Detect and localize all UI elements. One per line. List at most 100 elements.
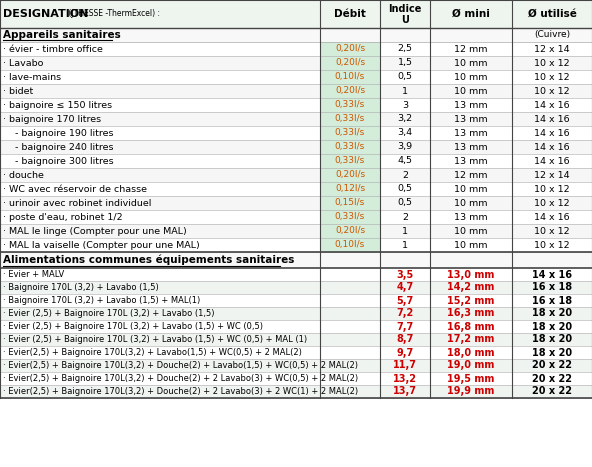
Text: 15,2 mm: 15,2 mm bbox=[448, 296, 495, 305]
Text: 9,7: 9,7 bbox=[397, 347, 414, 358]
Bar bbox=[430, 224, 512, 238]
Text: Ø mini: Ø mini bbox=[452, 9, 490, 19]
Text: 18 x 20: 18 x 20 bbox=[532, 321, 572, 332]
Bar bbox=[0, 28, 592, 42]
Bar bbox=[512, 281, 592, 294]
Bar bbox=[0, 42, 320, 56]
Text: · urinoir avec robinet individuel: · urinoir avec robinet individuel bbox=[3, 198, 152, 207]
Text: 16 x 18: 16 x 18 bbox=[532, 283, 572, 292]
Bar bbox=[512, 320, 592, 333]
Bar bbox=[512, 56, 592, 70]
Bar bbox=[512, 307, 592, 320]
Bar bbox=[512, 238, 592, 252]
Bar bbox=[0, 346, 380, 359]
Text: 10 x 12: 10 x 12 bbox=[534, 72, 570, 82]
Bar bbox=[380, 268, 430, 281]
Text: · Evier(2,5) + Baignoire 170L(3,2) + Douche(2) + Lavabo(1,5) + WC(0,5) + 2 MAL(2: · Evier(2,5) + Baignoire 170L(3,2) + Dou… bbox=[3, 361, 358, 370]
Text: · WC avec réservoir de chasse: · WC avec réservoir de chasse bbox=[3, 184, 147, 193]
Bar bbox=[0, 112, 320, 126]
Text: · Evier(2,5) + Baignoire 170L(3,2) + Lavabo(1,5) + WC(0,5) + 2 MAL(2): · Evier(2,5) + Baignoire 170L(3,2) + Lav… bbox=[3, 348, 302, 357]
Text: 10 x 12: 10 x 12 bbox=[534, 184, 570, 193]
Bar bbox=[512, 168, 592, 182]
Text: 10 mm: 10 mm bbox=[454, 226, 488, 235]
Text: · baignoire ≤ 150 litres: · baignoire ≤ 150 litres bbox=[3, 100, 112, 109]
Text: 12 mm: 12 mm bbox=[454, 44, 488, 54]
Bar bbox=[0, 154, 320, 168]
Text: · Evier (2,5) + Baignoire 170L (3,2) + Lavabo (1,5) + WC (0,5): · Evier (2,5) + Baignoire 170L (3,2) + L… bbox=[3, 322, 263, 331]
Text: · douche: · douche bbox=[3, 170, 44, 179]
Text: 0,20l/s: 0,20l/s bbox=[335, 86, 365, 95]
Bar bbox=[380, 224, 430, 238]
Text: 12 x 14: 12 x 14 bbox=[534, 170, 570, 179]
Bar bbox=[430, 320, 512, 333]
Bar bbox=[380, 281, 430, 294]
Text: 0,5: 0,5 bbox=[397, 72, 413, 82]
Text: · Evier(2,5) + Baignoire 170L(3,2) + Douche(2) + 2 Lavabo(3) + 2 WC(1) + 2 MAL(2: · Evier(2,5) + Baignoire 170L(3,2) + Dou… bbox=[3, 387, 358, 396]
Bar bbox=[430, 112, 512, 126]
Text: 19,0 mm: 19,0 mm bbox=[448, 361, 495, 370]
Text: 10 mm: 10 mm bbox=[454, 86, 488, 95]
Text: U: U bbox=[401, 14, 409, 25]
Bar bbox=[380, 346, 430, 359]
Text: 0,20l/s: 0,20l/s bbox=[335, 226, 365, 235]
Bar bbox=[380, 140, 430, 154]
Bar bbox=[320, 126, 380, 140]
Bar bbox=[0, 168, 320, 182]
Text: 4,7: 4,7 bbox=[397, 283, 414, 292]
Bar bbox=[320, 42, 380, 56]
Text: · Baignoire 170L (3,2) + Lavabo (1,5): · Baignoire 170L (3,2) + Lavabo (1,5) bbox=[3, 283, 159, 292]
Text: 10 mm: 10 mm bbox=[454, 58, 488, 68]
Bar bbox=[320, 196, 380, 210]
Bar bbox=[0, 268, 380, 281]
Text: 10 x 12: 10 x 12 bbox=[534, 86, 570, 95]
Bar bbox=[0, 238, 320, 252]
Text: 18,0 mm: 18,0 mm bbox=[447, 347, 495, 358]
Bar bbox=[430, 238, 512, 252]
Bar bbox=[380, 307, 430, 320]
Text: 1,5: 1,5 bbox=[397, 58, 413, 68]
Text: Débit: Débit bbox=[334, 9, 366, 19]
Text: 2: 2 bbox=[402, 170, 408, 179]
Bar bbox=[0, 0, 592, 28]
Bar bbox=[0, 307, 380, 320]
Text: · lave-mains: · lave-mains bbox=[3, 72, 61, 82]
Bar bbox=[0, 140, 320, 154]
Text: · baignoire 170 litres: · baignoire 170 litres bbox=[3, 114, 101, 123]
Bar bbox=[512, 333, 592, 346]
Bar bbox=[380, 196, 430, 210]
Text: 16,8 mm: 16,8 mm bbox=[447, 321, 495, 332]
Bar bbox=[0, 359, 380, 372]
Bar bbox=[380, 70, 430, 84]
Bar bbox=[380, 98, 430, 112]
Bar bbox=[430, 268, 512, 281]
Text: 0,20l/s: 0,20l/s bbox=[335, 44, 365, 54]
Bar bbox=[512, 210, 592, 224]
Bar bbox=[380, 126, 430, 140]
Bar bbox=[430, 140, 512, 154]
Bar bbox=[430, 281, 512, 294]
Bar bbox=[512, 84, 592, 98]
Text: 13,0 mm: 13,0 mm bbox=[448, 269, 495, 280]
Text: 12 x 14: 12 x 14 bbox=[534, 44, 570, 54]
Text: 8,7: 8,7 bbox=[396, 334, 414, 345]
Text: 1: 1 bbox=[402, 241, 408, 249]
Text: 3,9: 3,9 bbox=[397, 142, 413, 151]
Text: · Evier (2,5) + Baignoire 170L (3,2) + Lavabo (1,5): · Evier (2,5) + Baignoire 170L (3,2) + L… bbox=[3, 309, 214, 318]
Text: 13 mm: 13 mm bbox=[454, 128, 488, 137]
Bar bbox=[0, 98, 320, 112]
Text: 13 mm: 13 mm bbox=[454, 212, 488, 221]
Text: 5,7: 5,7 bbox=[397, 296, 414, 305]
Bar bbox=[430, 70, 512, 84]
Text: 2,5: 2,5 bbox=[397, 44, 413, 54]
Bar bbox=[320, 224, 380, 238]
Bar bbox=[380, 112, 430, 126]
Text: 13 mm: 13 mm bbox=[454, 156, 488, 165]
Bar bbox=[430, 359, 512, 372]
Bar bbox=[0, 126, 320, 140]
Text: Appareils sanitaires: Appareils sanitaires bbox=[3, 30, 121, 40]
Text: 0,33l/s: 0,33l/s bbox=[335, 100, 365, 109]
Text: 10 x 12: 10 x 12 bbox=[534, 58, 570, 68]
Bar bbox=[380, 333, 430, 346]
Text: 3,4: 3,4 bbox=[397, 128, 413, 137]
Text: 0,33l/s: 0,33l/s bbox=[335, 114, 365, 123]
